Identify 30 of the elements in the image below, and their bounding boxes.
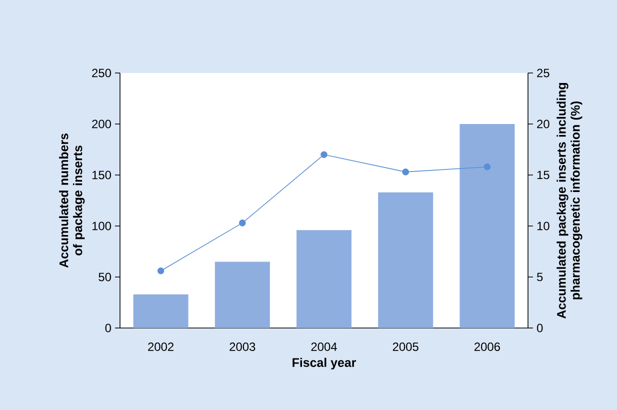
- y2-tick-label: 0: [536, 324, 543, 332]
- x-tick-label: 2005: [392, 342, 418, 351]
- bar: [378, 192, 434, 328]
- y2-tick-label: 15: [537, 170, 550, 180]
- bar: [214, 262, 270, 328]
- y-tick-label: 250: [92, 68, 112, 78]
- y-tick-label: 0: [105, 324, 112, 332]
- y2-tick-label: 25: [537, 68, 550, 78]
- x-tick-label: 2003: [230, 342, 256, 351]
- x-tick-label: 2002: [148, 342, 174, 351]
- y-tick-label: 50: [98, 272, 112, 282]
- point: [320, 151, 328, 158]
- y2-tick-label: 5: [537, 272, 543, 282]
- y-tick-label: 150: [92, 170, 112, 180]
- x-tick-label: 2004: [311, 342, 337, 351]
- point: [402, 168, 409, 176]
- y-tick-label: 200: [92, 120, 112, 128]
- bar: [460, 124, 515, 328]
- point: [157, 267, 164, 274]
- point: [484, 163, 491, 170]
- x-tick-label: 2006: [474, 342, 500, 351]
- y2-tick-label: 20: [537, 120, 550, 128]
- y2-axis-title: Accumulated package inserts including pharmacogenetic information (%): [556, 83, 582, 319]
- bar: [133, 294, 188, 328]
- point: [239, 220, 246, 226]
- bar: [296, 230, 352, 328]
- y-axis-title: Accumulated numbers of package inserts: [59, 134, 85, 268]
- y2-tick-label: 10: [537, 222, 550, 230]
- y-tick-label: 100: [92, 222, 112, 230]
- x-axis-title: Fiscal year: [292, 358, 356, 370]
